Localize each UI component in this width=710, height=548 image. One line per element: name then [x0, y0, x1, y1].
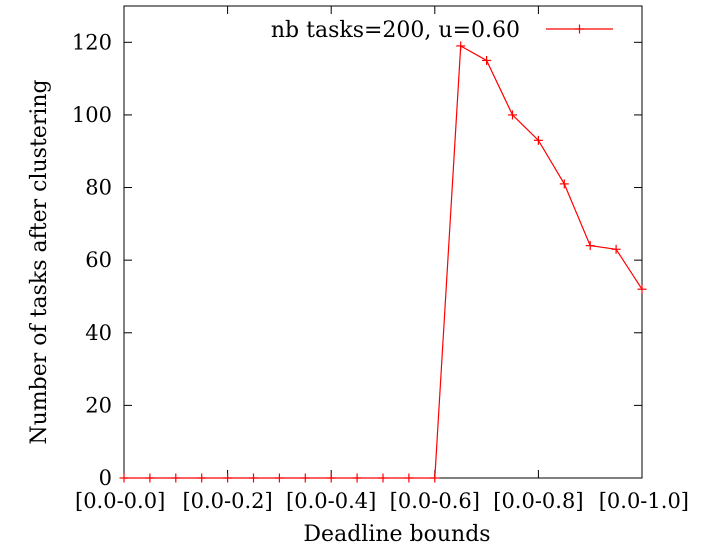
data-point-0-6 — [274, 473, 284, 483]
data-point-0-19 — [611, 244, 621, 254]
y-tick-label: 20 — [85, 393, 112, 417]
x-tick-label: [0.0-1.0] — [599, 489, 689, 513]
legend: nb tasks=200, u=0.60 — [271, 18, 613, 43]
y-tick-label: 0 — [99, 466, 112, 490]
x-axis-title: Deadline bounds — [303, 522, 490, 547]
x-tick-label: [0.0-0.8] — [493, 489, 583, 513]
data-point-0-8 — [326, 473, 336, 483]
data-point-0-0 — [119, 473, 129, 483]
x-tick-label: [0.0-0.2] — [182, 489, 272, 513]
data-point-0-20 — [637, 284, 647, 294]
y-tick-label: 100 — [72, 103, 112, 127]
data-point-0-4 — [223, 473, 233, 483]
data-point-0-16 — [533, 135, 543, 145]
data-point-0-3 — [197, 473, 207, 483]
x-tick-label: [0.0-0.0] — [75, 489, 165, 513]
series-layer — [119, 41, 647, 483]
data-point-0-14 — [482, 55, 492, 65]
data-point-0-2 — [171, 473, 181, 483]
data-point-0-9 — [352, 473, 362, 483]
y-tick-label: 80 — [85, 176, 112, 200]
data-point-0-10 — [378, 473, 388, 483]
data-point-0-7 — [300, 473, 310, 483]
legend-label: nb tasks=200, u=0.60 — [271, 18, 520, 43]
plot-frame — [123, 5, 643, 479]
x-tick-label: [0.0-0.6] — [390, 489, 480, 513]
data-point-0-18 — [585, 241, 595, 251]
y-tick-label: 40 — [85, 321, 112, 345]
legend-marker — [575, 24, 584, 34]
data-point-0-1 — [145, 473, 155, 483]
data-point-0-11 — [404, 473, 414, 483]
x-tick-label: [0.0-0.4] — [286, 489, 376, 513]
data-point-0-17 — [559, 179, 569, 189]
data-point-0-12 — [430, 473, 440, 483]
data-point-0-15 — [508, 110, 517, 120]
y-tick-label: 60 — [85, 248, 112, 272]
x-axis-ticks: [0.0-0.0] [0.0-0.2] [0.0-0.4] [0.0-0.6] [0.0… — [75, 6, 689, 513]
y-tick-label: 120 — [72, 30, 112, 54]
y-axis-ticks: 0 20 40 60 80 100 120 — [72, 30, 642, 490]
data-point-0-5 — [249, 473, 258, 483]
data-point-0-13 — [456, 41, 466, 51]
series-line-0 — [124, 44, 643, 479]
y-axis-title: Number of tasks after clustering — [27, 79, 52, 444]
